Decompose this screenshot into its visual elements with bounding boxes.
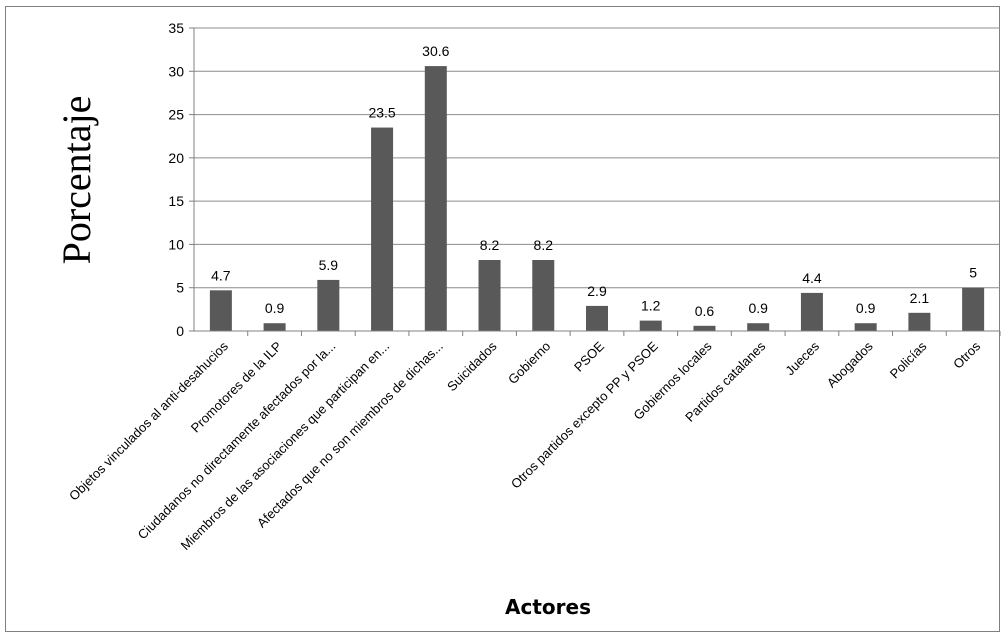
category-label: Abogados — [824, 338, 876, 390]
bar — [478, 260, 501, 331]
bar — [908, 312, 931, 331]
category-label: Suicidados — [444, 338, 500, 394]
bar — [532, 260, 555, 331]
category-label: Miembros de las asociaciones que partici… — [178, 339, 392, 553]
data-label: 4.4 — [802, 270, 822, 286]
category-label: Ciudadanos no directamente afectados por… — [135, 339, 339, 543]
x-axis-categories: Objetos vinculados al anti-desahuciosPro… — [66, 338, 984, 553]
y-axis-ticks: 0 5 10 15 20 25 30 35 — [168, 20, 194, 339]
data-label: 2.9 — [587, 283, 607, 299]
y-tick-label: 10 — [168, 236, 184, 252]
gridlines — [194, 27, 1000, 289]
category-label: PSOE — [571, 338, 607, 374]
bar — [209, 290, 232, 331]
data-label: 0.6 — [695, 303, 715, 319]
data-label: 5.9 — [319, 257, 339, 273]
bar — [424, 66, 447, 331]
data-label: 1.2 — [641, 298, 661, 314]
bar — [586, 305, 608, 331]
category-label: Policías — [887, 338, 930, 381]
bar — [693, 325, 716, 331]
x-axis-title: Actores — [505, 595, 591, 619]
category-label: Otros — [950, 338, 983, 371]
data-label: 2.1 — [910, 290, 930, 306]
bar — [800, 292, 823, 331]
data-label: 4.7 — [211, 267, 231, 283]
y-axis-title: Porcentaje — [54, 96, 99, 265]
category-label: Jueces — [782, 338, 822, 378]
y-tick-label: 30 — [168, 63, 184, 79]
data-label: 0.9 — [856, 300, 876, 316]
category-label: Afectados que no son miembros de dichas.… — [254, 339, 446, 531]
bar — [854, 323, 877, 331]
bar — [317, 279, 340, 331]
data-label: 0.9 — [748, 300, 768, 316]
y-tick-label: 15 — [168, 193, 184, 209]
y-tick-label: 35 — [168, 20, 184, 36]
data-label: 5 — [969, 265, 977, 281]
data-label: 8.2 — [480, 237, 500, 253]
bars — [209, 66, 1001, 336]
data-label: 8.2 — [534, 237, 554, 253]
y-tick-label: 0 — [176, 323, 184, 339]
bar — [639, 320, 662, 331]
y-tick-label: 25 — [168, 107, 184, 123]
bar — [747, 323, 770, 331]
data-labels: 4.7 0.9 5.9 23.5 30.6 8.2 8.2 2.9 1.2 0.6 0.9 4.4 0.… — [211, 43, 977, 319]
bar — [263, 323, 286, 331]
data-label: 30.6 — [422, 43, 449, 59]
bar — [371, 127, 394, 331]
category-label: Promotores de la ILP — [188, 339, 285, 436]
chart-frame — [5, 6, 1000, 632]
y-tick-label: 5 — [176, 280, 184, 296]
y-tick-label: 20 — [168, 150, 184, 166]
data-label: 0.9 — [265, 300, 285, 316]
data-label: 23.5 — [368, 105, 395, 121]
category-label: Gobierno — [505, 339, 553, 387]
bar — [962, 287, 985, 331]
